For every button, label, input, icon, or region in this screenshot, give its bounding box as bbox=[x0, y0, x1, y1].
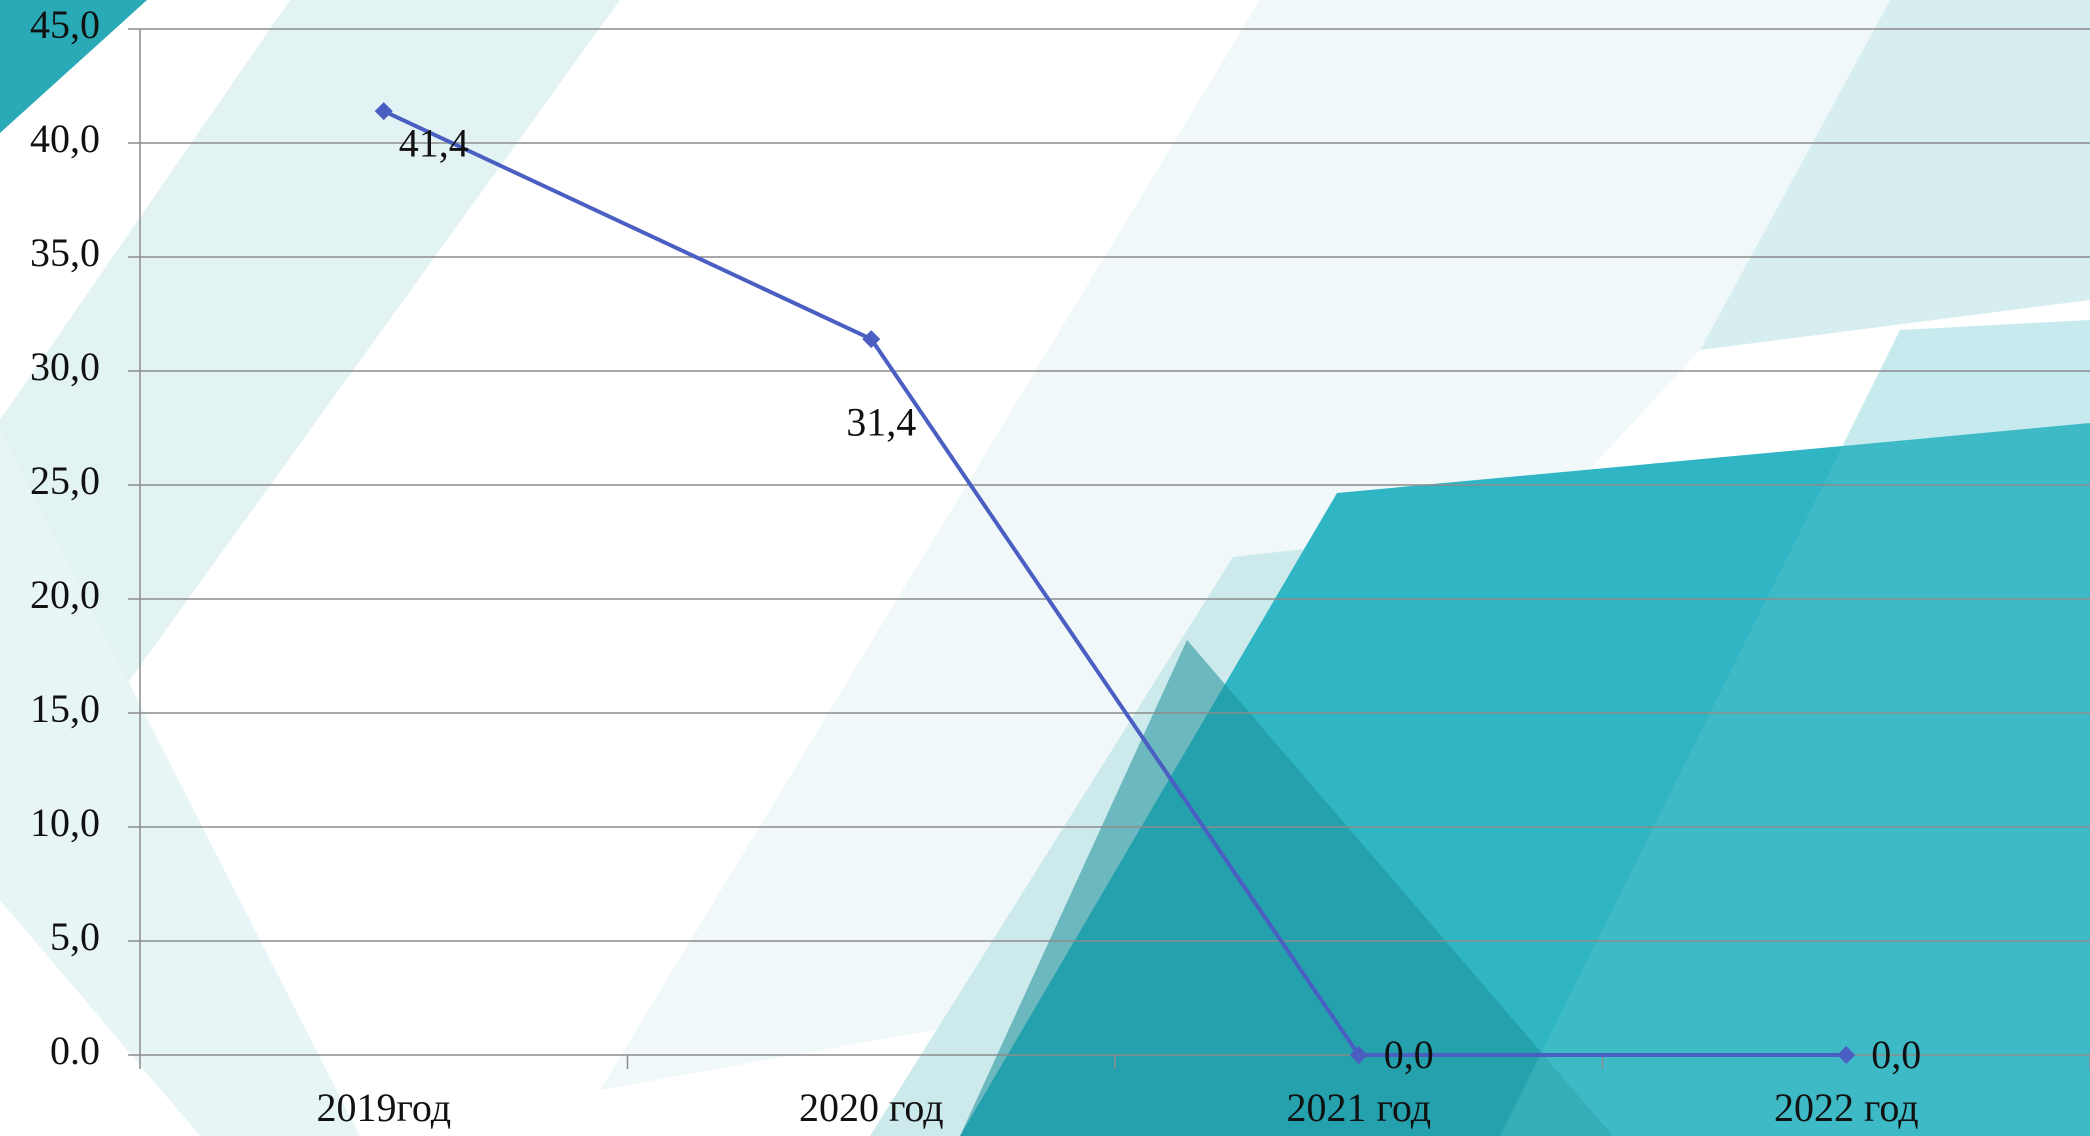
x-tick-label: 2021 год bbox=[1286, 1085, 1431, 1130]
y-tick-label: 5,0 bbox=[50, 914, 100, 959]
plot: 0.0 5,0 10,0 15,0 20,0 25,0 30,0 35,0 40,0 45,0 20… bbox=[30, 2, 2090, 1130]
marker bbox=[1837, 1046, 1856, 1064]
y-tick-label: 35,0 bbox=[30, 230, 100, 275]
marker bbox=[1349, 1046, 1368, 1064]
y-tick-label: 40,0 bbox=[30, 116, 100, 161]
value-label: 41,4 bbox=[399, 120, 469, 165]
bg-shape bbox=[0, 0, 620, 860]
y-tick-label: 45,0 bbox=[30, 2, 100, 47]
value-label: 31,4 bbox=[846, 399, 916, 444]
bg-shape bbox=[960, 640, 1613, 1136]
line bbox=[382, 109, 1847, 1057]
y-tick-label: 20,0 bbox=[30, 572, 100, 617]
bg-shape bbox=[0, 430, 360, 1136]
value-label: 0,0 bbox=[1871, 1032, 1921, 1077]
y-tick-label: 30,0 bbox=[30, 344, 100, 389]
bg-shape bbox=[600, 0, 1890, 1090]
marker bbox=[374, 102, 393, 121]
bg-shape bbox=[0, 0, 147, 133]
marker bbox=[862, 330, 881, 349]
y-tick-label: 0.0 bbox=[50, 1028, 100, 1073]
x-tick-label: 2020 год bbox=[799, 1085, 944, 1130]
value-label: 0,0 bbox=[1384, 1032, 1434, 1077]
y-tick-label: 15,0 bbox=[30, 686, 100, 731]
y-tick-label: 25,0 bbox=[30, 458, 100, 503]
x-tick-label: 2022 год bbox=[1774, 1085, 1919, 1130]
bg-shape bbox=[1500, 320, 2090, 1136]
y-tick-label: 10,0 bbox=[30, 800, 100, 845]
bg-shape bbox=[1700, 0, 2090, 350]
x-tick-label: 2019год bbox=[316, 1085, 451, 1130]
